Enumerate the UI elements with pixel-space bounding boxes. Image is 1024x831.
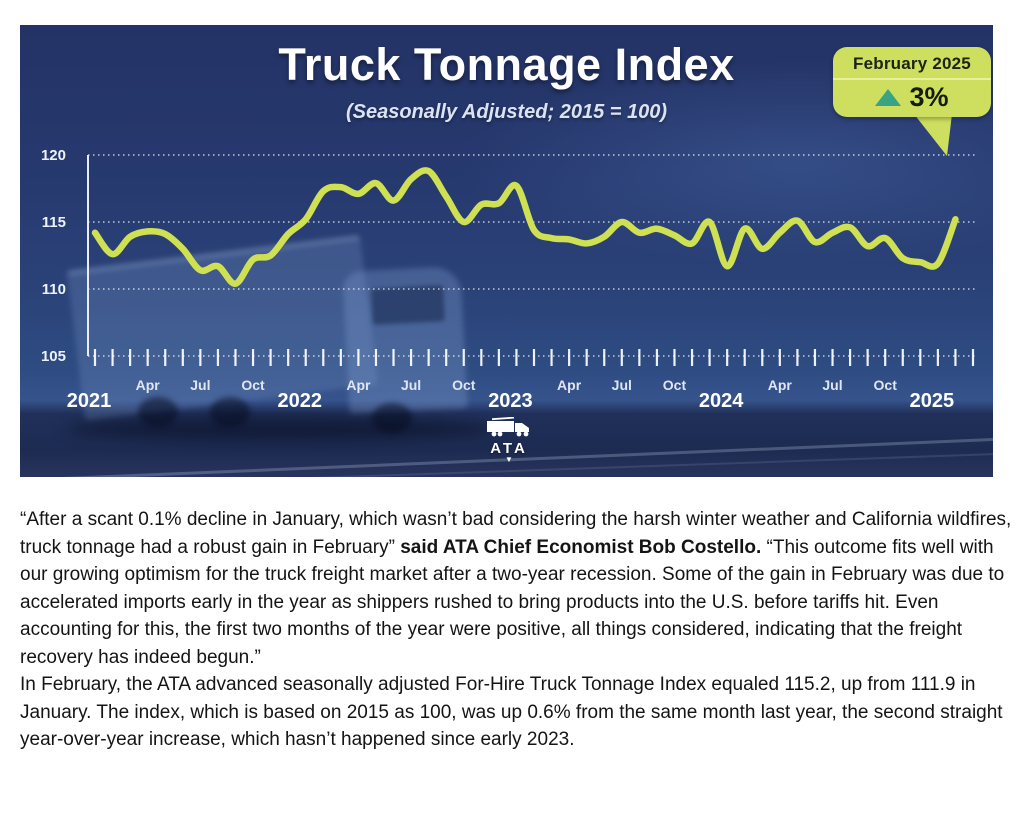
badge-percent-value: 3% [909,82,949,112]
tonnage-chart-svg: 120 115 110 105 2021 Apr Jul Oct 2022 Apr Jul Oct 20… [41,147,975,412]
svg-text:2024: 2024 [699,390,744,412]
truck-icon [487,416,529,437]
chart-title: Truck Tonnage Index [278,39,735,90]
svg-text:Oct: Oct [241,377,265,393]
arrow-up-icon [875,89,902,106]
quote-part-1: “After a scant 0.1% decline in January, … [20,509,1012,558]
svg-text:Jul: Jul [822,377,842,393]
svg-text:110: 110 [42,281,66,298]
svg-text:105: 105 [41,348,66,365]
tonnage-chart: 120 115 110 105 2021 Apr Jul Oct 2022 Apr Jul Oct 20… [20,25,993,477]
svg-text:Apr: Apr [557,377,582,393]
ata-logo: ATA ▼ [466,416,552,464]
logo-triangle-icon: ▼ [505,455,513,464]
svg-text:Oct: Oct [874,377,898,393]
chart-subtitle: (Seasonally Adjusted; 2015 = 100) [345,101,668,123]
svg-text:Jul: Jul [401,377,421,393]
svg-text:Oct: Oct [663,377,687,393]
svg-text:Apr: Apr [346,377,371,393]
svg-text:Jul: Jul [190,377,210,393]
badge-tail-pointer [914,114,952,156]
truck-shadow-decoration [65,417,495,441]
article-text: “After a scant 0.1% decline in January, … [20,506,1012,754]
svg-text:2021: 2021 [67,390,112,412]
svg-text:120: 120 [41,147,66,164]
quote-part-2: “This outcome fits well with our growing… [20,536,1005,668]
svg-text:2022: 2022 [277,390,322,412]
attribution-bold: said ATA Chief Economist Bob Costello. [400,536,762,558]
svg-text:115: 115 [42,214,66,231]
latest-month-badge: February 2025 3% [833,47,991,117]
svg-text:Apr: Apr [768,377,793,393]
svg-text:Jul: Jul [612,377,632,393]
quote-paragraph: “After a scant 0.1% decline in January, … [20,506,1012,671]
svg-text:Apr: Apr [136,377,161,393]
ata-logo-text: ATA [490,440,528,457]
svg-text:2025: 2025 [910,390,955,412]
badge-divider [833,78,991,80]
badge-period-label: February 2025 [853,54,971,73]
svg-text:Oct: Oct [452,377,476,393]
index-paragraph: In February, the ATA advanced seasonally… [20,674,1003,750]
svg-text:2023: 2023 [488,390,533,412]
